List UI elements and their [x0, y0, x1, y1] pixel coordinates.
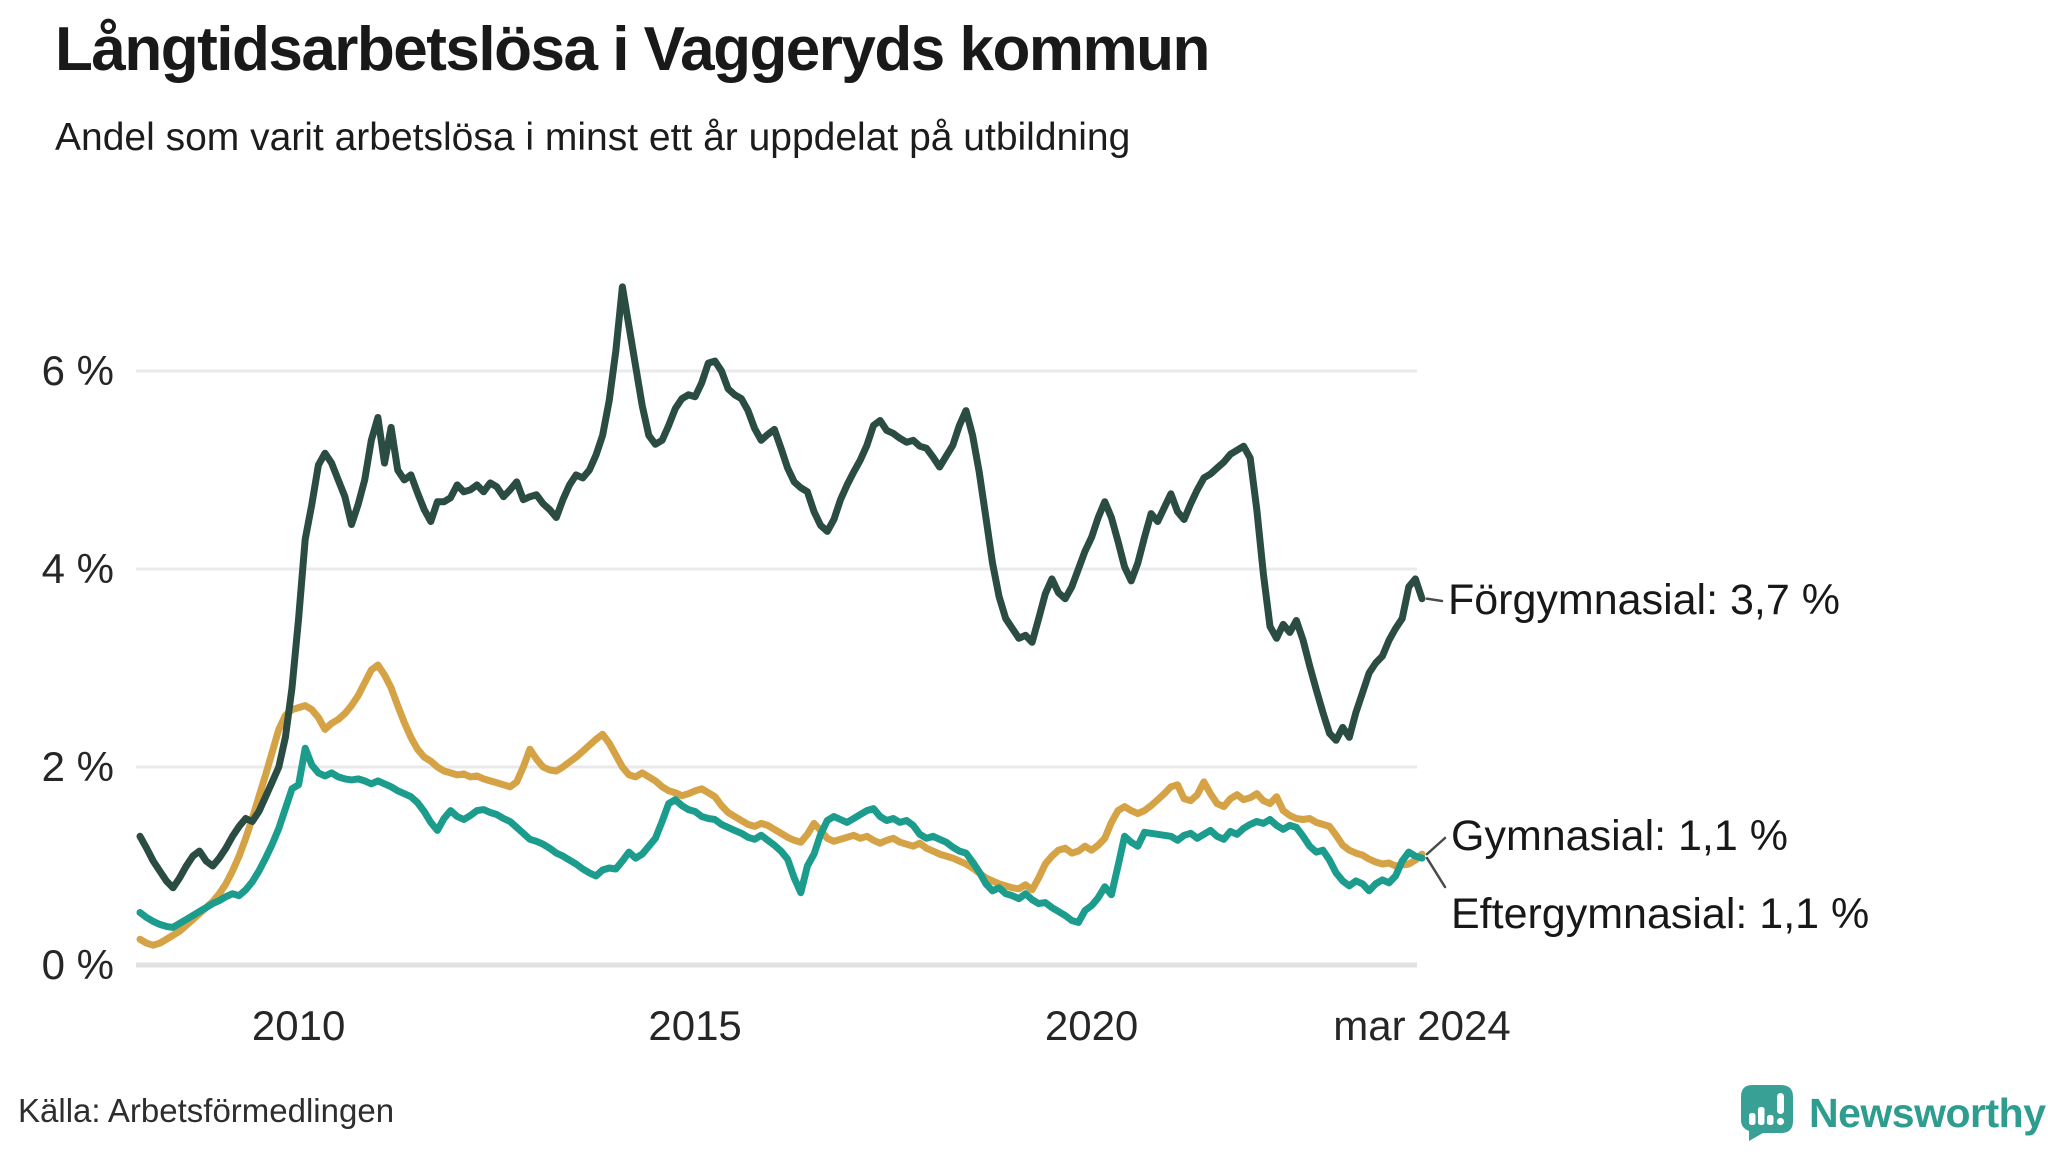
series-end-label-eftergymnasial: Eftergymnasial: 1,1 %: [1451, 890, 1870, 938]
newsworthy-logo-icon: [1740, 1084, 1796, 1142]
y-axis-tick: 0 %: [41, 941, 114, 988]
brand-name: Newsworthy: [1809, 1089, 2046, 1136]
source-caption: Källa: Arbetsförmedlingen: [18, 1092, 395, 1129]
x-axis-tick: 2015: [648, 1002, 742, 1049]
y-axis-tick: 6 %: [41, 347, 114, 394]
x-axis-tick: 2010: [251, 1002, 346, 1049]
page-title: Långtidsarbetslösa i Vaggeryds kommun: [55, 15, 1210, 84]
page-subtitle: Andel som varit arbetslösa i minst ett å…: [55, 116, 1131, 159]
series-end-label-forgymnasial: Förgymnasial: 3,7 %: [1448, 576, 1840, 624]
newsworthy-brand[interactable]: Newsworthy: [1740, 1084, 2046, 1142]
x-axis-tick: 2020: [1044, 1002, 1139, 1049]
y-axis-tick: 2 %: [41, 743, 114, 790]
y-axis-tick: 4 %: [41, 545, 114, 592]
x-axis-tick: mar 2024: [1333, 1002, 1511, 1049]
series-end-label-gymnasial: Gymnasial: 1,1 %: [1451, 812, 1788, 860]
